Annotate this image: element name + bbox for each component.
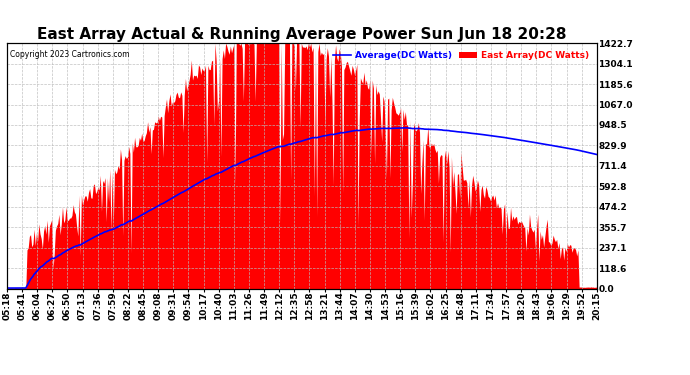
Title: East Array Actual & Running Average Power Sun Jun 18 20:28: East Array Actual & Running Average Powe… [37,27,566,42]
Legend: Average(DC Watts), East Array(DC Watts): Average(DC Watts), East Array(DC Watts) [329,48,592,64]
Text: Copyright 2023 Cartronics.com: Copyright 2023 Cartronics.com [10,51,129,60]
